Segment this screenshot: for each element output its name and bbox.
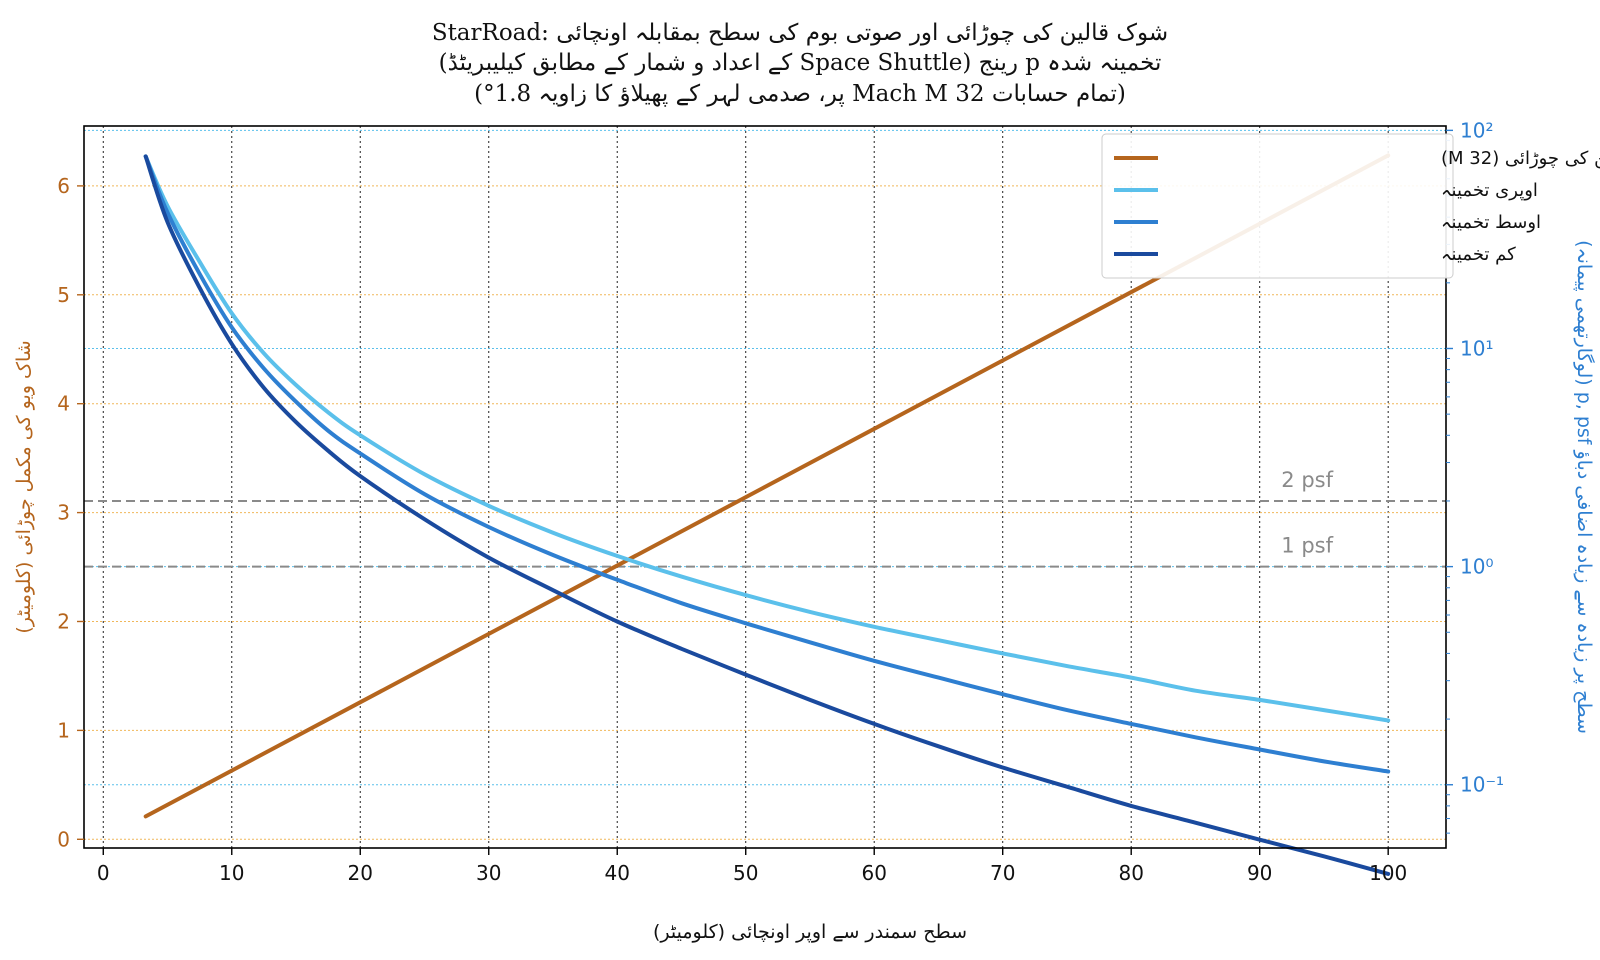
chart-title-line-2: تخمینہ شدہ p رینج (Space Shuttle کے اعدا… xyxy=(439,50,1162,76)
chart-title-line-1: StarRoad: شوک قالین کی چوڑائی اور صوتی ب… xyxy=(432,20,1168,46)
x-tick-label: 100 xyxy=(1369,861,1407,885)
x-tick-label: 0 xyxy=(97,861,110,885)
plot-frame xyxy=(83,125,1447,849)
x-tick-label: 40 xyxy=(605,861,630,885)
y-right-tick-label: 10⁻¹ xyxy=(1460,773,1504,797)
y-right-tick-label: 10¹ xyxy=(1460,336,1493,360)
x-tick-label: 90 xyxy=(1247,861,1272,885)
y-axis-right-label: سطح پر زیادہ سے زیادہ اضافی دباؤ p, psf … xyxy=(1573,240,1596,734)
series-line-2 xyxy=(143,154,1391,774)
x-axis-label: سطح سمندر سے اوپر اونچائی (کلومیٹر) xyxy=(653,921,967,943)
legend-label: اوپری تخمینہ xyxy=(1441,180,1538,201)
x-tick-label: 10 xyxy=(219,861,244,885)
x-tick-label: 60 xyxy=(861,861,886,885)
y-axis-left-label: شاک ویو کی مکمل چوڑائی (کلومیٹر) xyxy=(13,340,35,633)
x-tick-label: 50 xyxy=(733,861,758,885)
y-axis-left: 0 1 2 3 4 5 6 xyxy=(57,174,84,851)
reference-lines: 2 psf 1 psf xyxy=(84,468,1446,568)
reference-line-label: 1 psf xyxy=(1281,534,1333,558)
x-tick-label: 30 xyxy=(476,861,501,885)
legend-label: قالین کی چوڑائی (M 32) xyxy=(1441,148,1600,169)
chart-title-line-3: (تمام حسابات Mach M 32 پر، صدمی لہر کے پ… xyxy=(474,81,1126,107)
chart-title: StarRoad: شوک قالین کی چوڑائی اور صوتی ب… xyxy=(432,20,1168,107)
series-line-1 xyxy=(143,154,1391,723)
legend: قالین کی چوڑائی (M 32) اوپری تخمینہ اوسط ت… xyxy=(1101,133,1600,279)
y-left-tick-label: 4 xyxy=(57,392,70,416)
y-left-tick-label: 3 xyxy=(57,501,70,525)
y-axis-right: 10⁻¹ 10⁰ 10¹ 10² xyxy=(1446,118,1504,834)
y-left-tick-label: 0 xyxy=(57,827,70,851)
legend-label: کم تخمینہ xyxy=(1441,244,1516,265)
legend-box xyxy=(1101,133,1454,279)
x-tick-label: 70 xyxy=(990,861,1015,885)
y-left-tick-label: 6 xyxy=(57,174,70,198)
legend-label: اوسط تخمینہ xyxy=(1441,212,1541,233)
reference-line-label: 2 psf xyxy=(1281,468,1333,492)
series-line-3 xyxy=(143,154,1391,876)
y-right-tick-label: 10² xyxy=(1460,118,1493,142)
y-left-tick-label: 5 xyxy=(57,283,70,307)
x-axis: 0 10 20 30 40 50 60 70 80 90 100 xyxy=(97,848,1407,885)
y-left-tick-label: 2 xyxy=(57,609,70,633)
x-tick-label: 80 xyxy=(1118,861,1143,885)
y-right-tick-label: 10⁰ xyxy=(1460,555,1493,579)
x-tick-label: 20 xyxy=(348,861,373,885)
y-left-tick-label: 1 xyxy=(57,718,70,742)
